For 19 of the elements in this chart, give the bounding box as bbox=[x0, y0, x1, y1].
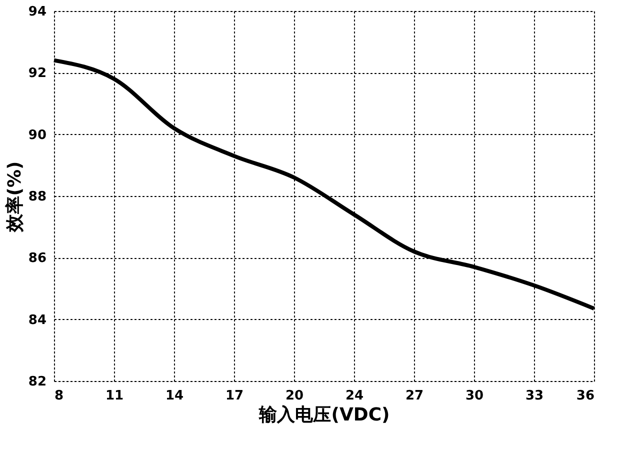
y-tick-label: 94 bbox=[28, 4, 46, 20]
y-tick-label: 84 bbox=[28, 312, 46, 328]
x-tick-label: 11 bbox=[105, 388, 124, 404]
x-tick-label: 30 bbox=[465, 388, 484, 404]
x-tick-label: 33 bbox=[525, 388, 544, 404]
y-tick-label: 88 bbox=[28, 190, 46, 204]
x-tick-label: 24 bbox=[345, 388, 364, 404]
x-tick-label: 14 bbox=[165, 388, 184, 404]
y-tick-label: 82 bbox=[28, 374, 46, 390]
y-axis-title: 效率(%) bbox=[4, 161, 26, 233]
x-tick-label: 17 bbox=[225, 388, 244, 404]
x-tick-label: 27 bbox=[405, 388, 424, 404]
y-tick-label: 86 bbox=[28, 251, 46, 266]
x-axis-title: 输入电压(VDC) bbox=[258, 404, 390, 426]
x-tick-label: 8 bbox=[54, 388, 64, 404]
y-tick-label: 90 bbox=[28, 128, 46, 143]
y-tick-label: 92 bbox=[28, 66, 46, 82]
x-tick-label: 20 bbox=[285, 388, 304, 404]
x-tick-label: 36 bbox=[576, 388, 594, 404]
